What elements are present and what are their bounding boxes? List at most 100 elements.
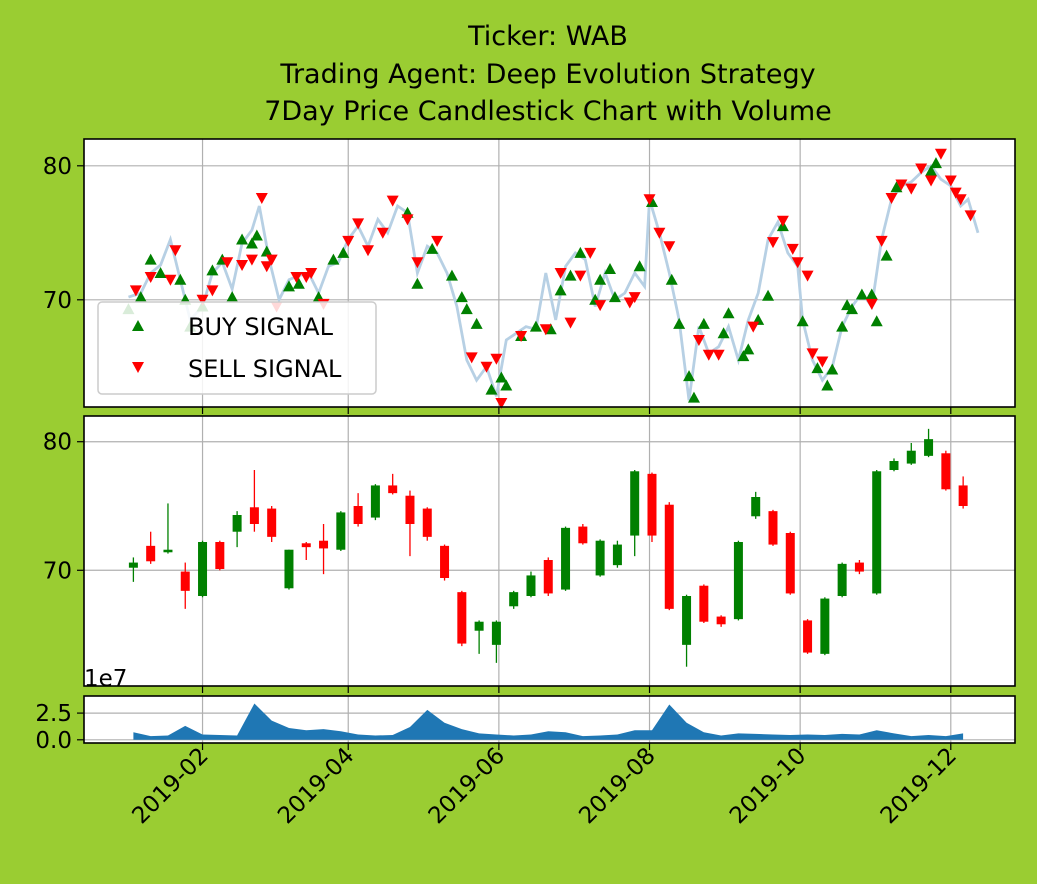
sell-signal-marker [144,272,157,284]
buy-signal-marker [327,253,340,265]
sell-signal-markers [129,148,977,409]
buy-signal-marker [870,315,883,327]
sell-signal-marker [954,194,967,206]
sell-signal-marker [915,163,928,175]
candle-body [958,485,968,506]
sell-signal-marker [702,349,715,361]
candle-body [526,575,536,596]
sell-signal-marker [895,179,908,191]
sell-signal-marker [480,361,493,373]
candle-body [319,540,329,549]
candle-body [267,508,277,537]
buy-signal-marker [495,371,508,383]
buy-signal-marker [455,291,468,303]
buy-signal-marker [245,237,258,249]
candle-body [474,621,484,631]
chart-title-line1: Ticker: WAB [467,21,628,52]
candle-body [854,562,864,572]
candle-body [785,533,795,594]
sell-signal-marker [554,268,567,279]
sell-signal-marker [245,254,258,266]
candle-body [232,515,242,532]
buy-signal-marker [890,181,903,193]
sell-signal-marker [342,235,355,247]
candlestick-panel-y-ticks: 70 80 [43,430,84,584]
sell-signal-marker [663,241,676,253]
candle-body [301,543,311,548]
volume-offset-text: 1e7 [84,666,127,692]
sell-signal-marker [196,294,209,306]
candle-body [733,542,743,620]
candlestick-group [128,428,968,667]
y-tick-label: 70 [43,558,72,584]
candle-body [146,545,156,562]
buy-signal-marker [337,246,350,258]
sell-signal-marker [495,397,508,409]
sell-signal-marker [643,194,656,206]
candle-body [561,527,571,590]
price-panel-x-ticks [201,407,952,414]
chart-title-line2: Trading Agent: Deep Evolution Strategy [279,59,815,90]
sell-signal-marker [925,175,938,187]
sell-signal-marker [776,215,789,227]
buy-signal-marker [250,229,263,241]
buy-signal-marker [836,320,849,332]
candle-body [820,598,830,654]
candle-body [128,562,138,568]
buy-signal-marker [796,315,809,327]
buy-signal-marker [282,280,295,292]
candle-body [180,571,190,591]
buy-signal-marker [174,273,187,285]
sell-signal-marker [944,175,957,187]
buy-signal-marker [717,327,730,339]
candle-body [768,511,778,545]
candle-body [751,497,761,517]
candle-body [941,453,951,490]
sell-signal-marker [260,261,273,273]
buy-signal-marker [426,242,439,254]
legend-sell-label: SELL SIGNAL [188,355,342,383]
candle-body [699,585,709,622]
y-tick-label: 80 [43,430,72,456]
buy-signal-marker [470,317,483,329]
sell-signal-marker [352,218,365,230]
buy-signal-marker [633,260,646,272]
candle-body [198,542,208,596]
buy-signal-marker [846,303,859,315]
chart-title-line3: 7Day Price Candlestick Chart with Volume [264,96,832,127]
buy-signal-marker [564,269,577,281]
buy-signal-marker [485,383,498,395]
y-tick-label: 80 [43,154,72,180]
sell-signal-marker [865,298,878,310]
price-panel: 70 80 BUY SIGNAL SELL SIGNAL [43,138,1016,414]
sell-signal-marker [712,349,725,361]
buy-signal-marker [687,391,700,403]
buy-signal-marker [880,249,893,261]
sell-signal-marker [255,192,268,204]
candle-body [803,620,813,653]
candlestick-panel-frame [83,415,1016,687]
candle-body [163,549,173,553]
candle-body [906,450,916,464]
volume-area [133,703,964,740]
sell-signal-marker [816,356,829,368]
candle-body [405,495,415,524]
sell-signal-marker [221,257,234,269]
sell-signal-marker [401,214,414,226]
candle-body [543,560,553,594]
sell-signal-marker [564,317,577,329]
buy-signal-marker [762,289,775,301]
price-panel-frame [83,138,1016,408]
candle-body [284,549,294,589]
buy-signal-marker [665,273,678,285]
buy-signal-marker [826,363,839,375]
candle-body [630,471,640,536]
volume-panel: 0.02.5 1e7 [35,666,1016,754]
candle-body [682,596,692,645]
sell-signal-marker [747,321,760,333]
buy-signal-marker [554,284,567,296]
volume-panel-frame [83,695,1016,744]
sell-signal-marker [236,259,249,271]
candle-body [422,508,432,537]
